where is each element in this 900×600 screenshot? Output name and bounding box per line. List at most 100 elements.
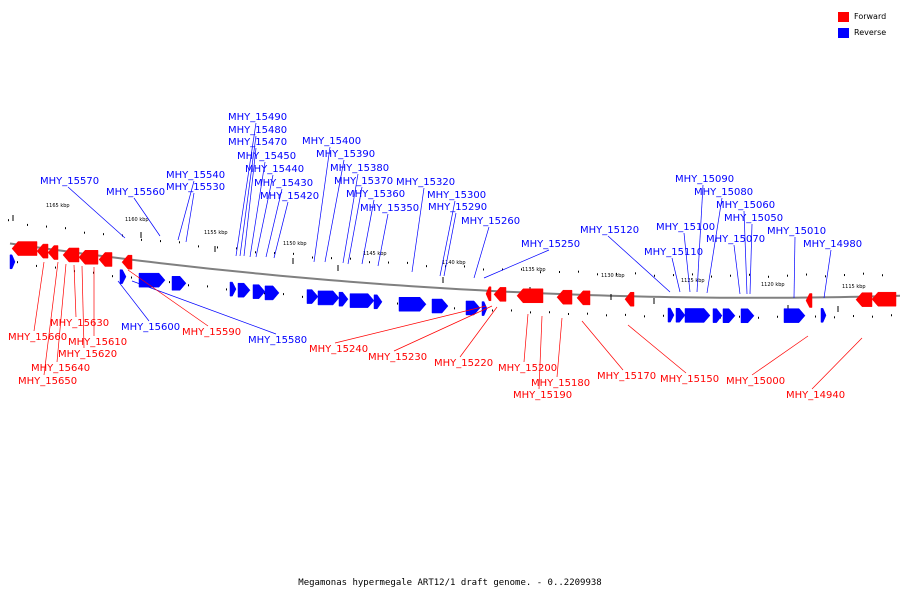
reverse-gene-label: MHY_15400 (302, 136, 361, 147)
scale-dot (891, 314, 892, 317)
reverse-gene-arrow (783, 308, 806, 323)
scale-dot (872, 315, 873, 318)
reverse-leader-line (265, 188, 283, 258)
scale-dot (84, 231, 85, 234)
forward-gene-label: MHY_15150 (660, 374, 719, 385)
backbone-line (9, 242, 900, 299)
scale-label: 1135 kbp (522, 267, 546, 273)
reverse-gene-arrow (740, 308, 755, 324)
scale-dot (131, 276, 132, 279)
scale-dot (293, 252, 294, 255)
reverse-gene-label: MHY_15110 (644, 247, 703, 258)
forward-gene-arrow (516, 288, 544, 304)
reverse-gene-label: MHY_15050 (724, 213, 783, 224)
reverse-gene-label: MHY_15080 (694, 187, 753, 198)
reverse-leader-line (239, 135, 257, 257)
scale-dot (226, 288, 227, 291)
scale-dot (103, 233, 104, 236)
scale-dot (616, 272, 617, 275)
scale-dot (540, 271, 541, 274)
forward-leader-line (334, 305, 487, 344)
scale-dot (568, 312, 569, 315)
reverse-leader-line (683, 232, 691, 293)
scale-dot (483, 268, 484, 271)
scale-dot (141, 238, 142, 241)
reverse-leader-line (235, 122, 257, 257)
reverse-gene-arrow (317, 290, 340, 306)
forward-gene-arrow (871, 291, 897, 307)
reverse-gene-arrow (667, 307, 675, 323)
scale-dot (198, 245, 199, 248)
reverse-leader-line (243, 147, 257, 257)
forward-gene-label: MHY_15170 (597, 371, 656, 382)
reverse-gene-arrow (119, 269, 127, 284)
scale-dot (160, 240, 161, 243)
reverse-leader-line (361, 199, 375, 265)
scale-dot (530, 311, 531, 314)
forward-leader-line (556, 317, 563, 378)
reverse-gene-label: MHY_15100 (656, 222, 715, 233)
scale-label: 1125 kbp (681, 278, 705, 284)
scale-dot (834, 316, 835, 319)
reverse-gene-arrow (264, 285, 280, 301)
forward-gene-arrow (62, 247, 80, 263)
forward-gene-label: MHY_15200 (498, 363, 557, 374)
scale-dot (492, 309, 493, 312)
scale-dot (711, 275, 712, 278)
reverse-gene-arrow (138, 272, 166, 288)
reverse-gene-arrow (9, 254, 16, 270)
scale-dot (46, 225, 47, 228)
scale-dot (397, 302, 398, 305)
scale-dot (27, 223, 28, 226)
legend-item-forward: Forward (838, 9, 886, 24)
forward-gene-label: MHY_15620 (58, 349, 117, 360)
reverse-gene-arrow (237, 282, 251, 298)
reverse-gene-arrow (398, 297, 427, 312)
scale-dot (825, 275, 826, 278)
reverse-gene-arrow (465, 300, 481, 316)
reverse-gene-label: MHY_15530 (166, 182, 225, 193)
scale-dot (853, 315, 854, 318)
forward-gene-label: MHY_15650 (18, 376, 77, 387)
reverse-gene-label: MHY_15440 (245, 164, 304, 175)
reverse-gene-label: MHY_15070 (706, 234, 765, 245)
forward-leader-line (393, 305, 493, 352)
scale-dot (673, 274, 674, 277)
legend: Forward Reverse (838, 9, 886, 41)
reverse-leader-line (443, 212, 457, 277)
reverse-gene-arrow (338, 291, 349, 307)
scale-dot (606, 314, 607, 317)
reverse-swatch (838, 27, 849, 38)
reverse-leader-line (607, 235, 671, 293)
reverse-gene-label: MHY_15290 (428, 202, 487, 213)
reverse-gene-arrow (431, 298, 449, 314)
reverse-gene-label: MHY_15570 (40, 176, 99, 187)
scale-dot (302, 295, 303, 298)
forward-leader-line (127, 269, 209, 327)
scale-label: 1145 kbp (363, 251, 387, 257)
scale-dot (739, 315, 740, 318)
scale-label: 1160 kbp (125, 217, 149, 223)
forward-swatch (838, 11, 849, 22)
reverse-gene-label: MHY_15300 (427, 190, 486, 201)
reverse-gene-label: MHY_15250 (521, 239, 580, 250)
scale-dot (388, 261, 389, 264)
scale-dot (587, 312, 588, 315)
reverse-gene-arrow (252, 284, 266, 299)
forward-gene-label: MHY_15590 (182, 327, 241, 338)
reverse-gene-arrow (820, 308, 827, 323)
forward-gene-arrow (805, 293, 813, 308)
reverse-gene-label: MHY_15320 (396, 177, 455, 188)
forward-gene-label: MHY_15220 (434, 358, 493, 369)
reverse-gene-arrow (306, 289, 319, 304)
forward-gene-label: MHY_15240 (309, 344, 368, 355)
reverse-gene-label: MHY_15390 (316, 149, 375, 160)
reverse-gene-arrow (373, 294, 383, 310)
scale-dot (787, 274, 788, 277)
legend-label-forward: Forward (854, 11, 887, 21)
reverse-leader-line (439, 200, 456, 277)
forward-gene-arrow (493, 287, 507, 302)
reverse-leader-line (177, 180, 195, 241)
reverse-leader-line (255, 174, 274, 258)
reverse-leader-line (117, 280, 150, 322)
